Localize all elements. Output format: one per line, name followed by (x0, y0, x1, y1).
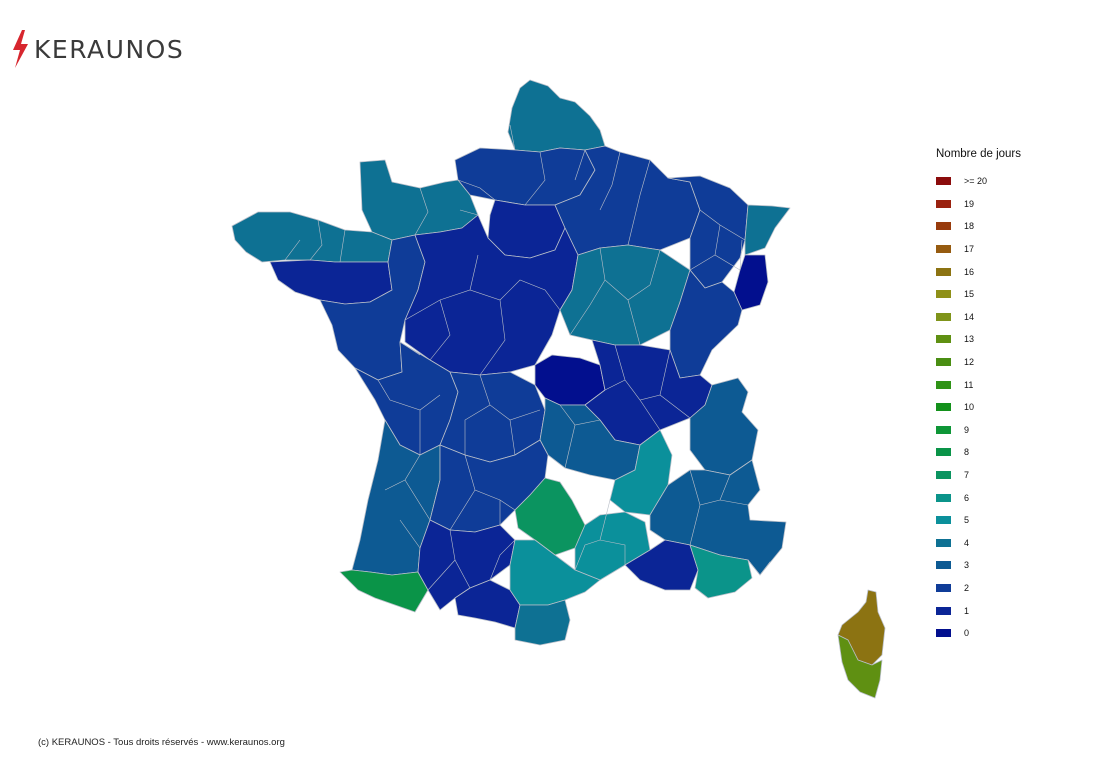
legend-swatch (936, 538, 951, 547)
legend-label: 2 (964, 582, 970, 593)
legend-swatch (936, 516, 951, 525)
legend-swatch (936, 606, 951, 615)
legend-item: >= 20 (936, 170, 1021, 193)
region-franche-comte (669, 269, 743, 379)
region-alpes-maritimes (747, 559, 771, 576)
legend: Nombre de jours >= 20 19 18 17 16 15 14 13 12 11 1… (936, 148, 1021, 644)
legend-item: 12 (936, 351, 1021, 374)
legend-item: 8 (936, 441, 1021, 464)
region-bourgogne (559, 244, 691, 346)
legend-swatch (936, 448, 951, 457)
legend-item: 2 (936, 577, 1021, 600)
legend-item: 16 (936, 260, 1021, 283)
region-nord (507, 79, 606, 153)
legend-label: 15 (964, 289, 975, 300)
legend-swatch (936, 222, 951, 231)
legend-label: 5 (964, 515, 970, 526)
legend-item: 6 (936, 486, 1021, 509)
region-alsace-south (733, 254, 769, 311)
legend-label: 0 (964, 628, 970, 639)
legend-label: 10 (964, 402, 975, 413)
legend-item: 10 (936, 396, 1021, 419)
legend-label: 14 (964, 311, 975, 322)
department-borders (284, 124, 749, 591)
legend-swatch (936, 493, 951, 502)
copyright-notice: (c) KERAUNOS - Tous droits réservés - ww… (38, 737, 285, 748)
region-aude-herault (509, 539, 601, 606)
legend-item: 11 (936, 373, 1021, 396)
legend-label: 12 (964, 357, 975, 368)
lightning-bolt-icon (13, 30, 28, 68)
legend-item: 18 (936, 215, 1021, 238)
legend-item: 1 (936, 599, 1021, 622)
legend-item: 9 (936, 419, 1021, 442)
legend-label: 13 (964, 334, 975, 345)
legend-item: 15 (936, 283, 1021, 306)
legend-rows: >= 20 19 18 17 16 15 14 13 12 11 10 9 8 7 6 5 4 3 2 1 0 (936, 170, 1021, 644)
legend-swatch (936, 290, 951, 299)
region-corse-du-sud (837, 634, 883, 699)
legend-swatch (936, 583, 951, 592)
legend-item: 0 (936, 622, 1021, 645)
legend-swatch (936, 380, 951, 389)
region-picardie (454, 147, 596, 206)
keraunos-logo: KERAUNOS (10, 30, 184, 68)
legend-item: 19 (936, 193, 1021, 216)
legend-item: 17 (936, 238, 1021, 261)
legend-label: >= 20 (964, 176, 988, 187)
legend-label: 16 (964, 266, 975, 277)
legend-swatch (936, 561, 951, 570)
legend-swatch (936, 629, 951, 638)
legend-swatch (936, 471, 951, 480)
legend-label: 11 (964, 379, 974, 390)
legend-label: 1 (964, 605, 970, 616)
legend-item: 14 (936, 306, 1021, 329)
legend-label: 19 (964, 198, 975, 209)
region-bretagne-south (269, 259, 393, 305)
legend-swatch (936, 358, 951, 367)
legend-swatch (936, 199, 951, 208)
legend-title: Nombre de jours (936, 148, 1022, 160)
region-pyrenees-atlantiques (339, 569, 429, 613)
region-pyrenees-orientales (514, 599, 571, 646)
legend-label: 18 (964, 221, 975, 232)
legend-label: 7 (964, 470, 970, 481)
legend-label: 4 (964, 537, 970, 548)
legend-item: 13 (936, 328, 1021, 351)
region-var (689, 544, 753, 599)
legend-item: 7 (936, 464, 1021, 487)
legend-label: 17 (964, 244, 975, 255)
legend-item: 4 (936, 532, 1021, 555)
legend-item: 3 (936, 554, 1021, 577)
region-drome (609, 429, 673, 516)
region-alsace-north (744, 204, 791, 256)
legend-swatch (936, 335, 951, 344)
legend-label: 8 (964, 447, 970, 458)
legend-swatch (936, 403, 951, 412)
legend-swatch (936, 245, 951, 254)
legend-swatch (936, 425, 951, 434)
legend-swatch (936, 267, 951, 276)
legend-item: 5 (936, 509, 1021, 532)
brand-name: KERAUNOS (34, 34, 185, 64)
legend-swatch (936, 312, 951, 321)
legend-swatch (936, 177, 951, 186)
legend-label: 3 (964, 560, 970, 571)
legend-label: 6 (964, 492, 970, 503)
legend-label: 9 (964, 424, 970, 435)
